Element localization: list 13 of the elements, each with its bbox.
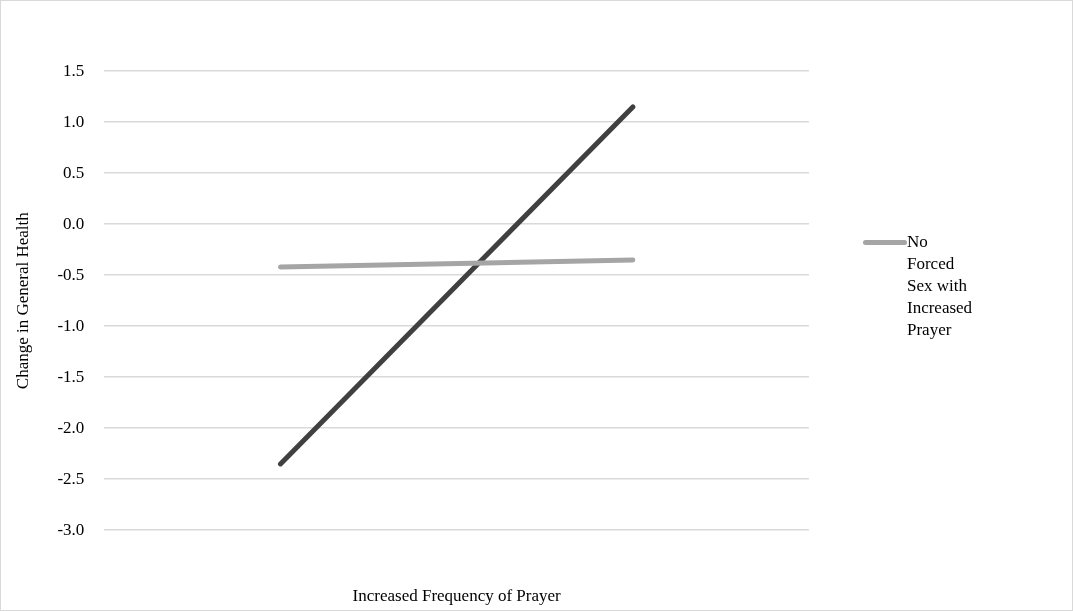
y-tick-label: -0.5 <box>57 264 85 284</box>
x-axis-title: Increased Frequency of Prayer <box>352 586 562 606</box>
y-axis-title: Change in General Health <box>12 211 32 390</box>
y-tick-label: -3.0 <box>57 519 85 539</box>
y-tick-label: 0.0 <box>63 213 85 233</box>
y-tick-label: -2.5 <box>57 468 85 488</box>
y-tick-label: -1.5 <box>57 366 85 386</box>
y-tick-label: 0.5 <box>63 162 85 182</box>
y-tick-label: -1.0 <box>57 315 85 335</box>
y-tick-label: -2.0 <box>57 417 85 437</box>
y-tick-label: 1.0 <box>63 111 85 131</box>
legend-label: No Forced Sex with Increased Prayer <box>907 231 973 341</box>
y-tick-label: 1.5 <box>63 60 85 80</box>
